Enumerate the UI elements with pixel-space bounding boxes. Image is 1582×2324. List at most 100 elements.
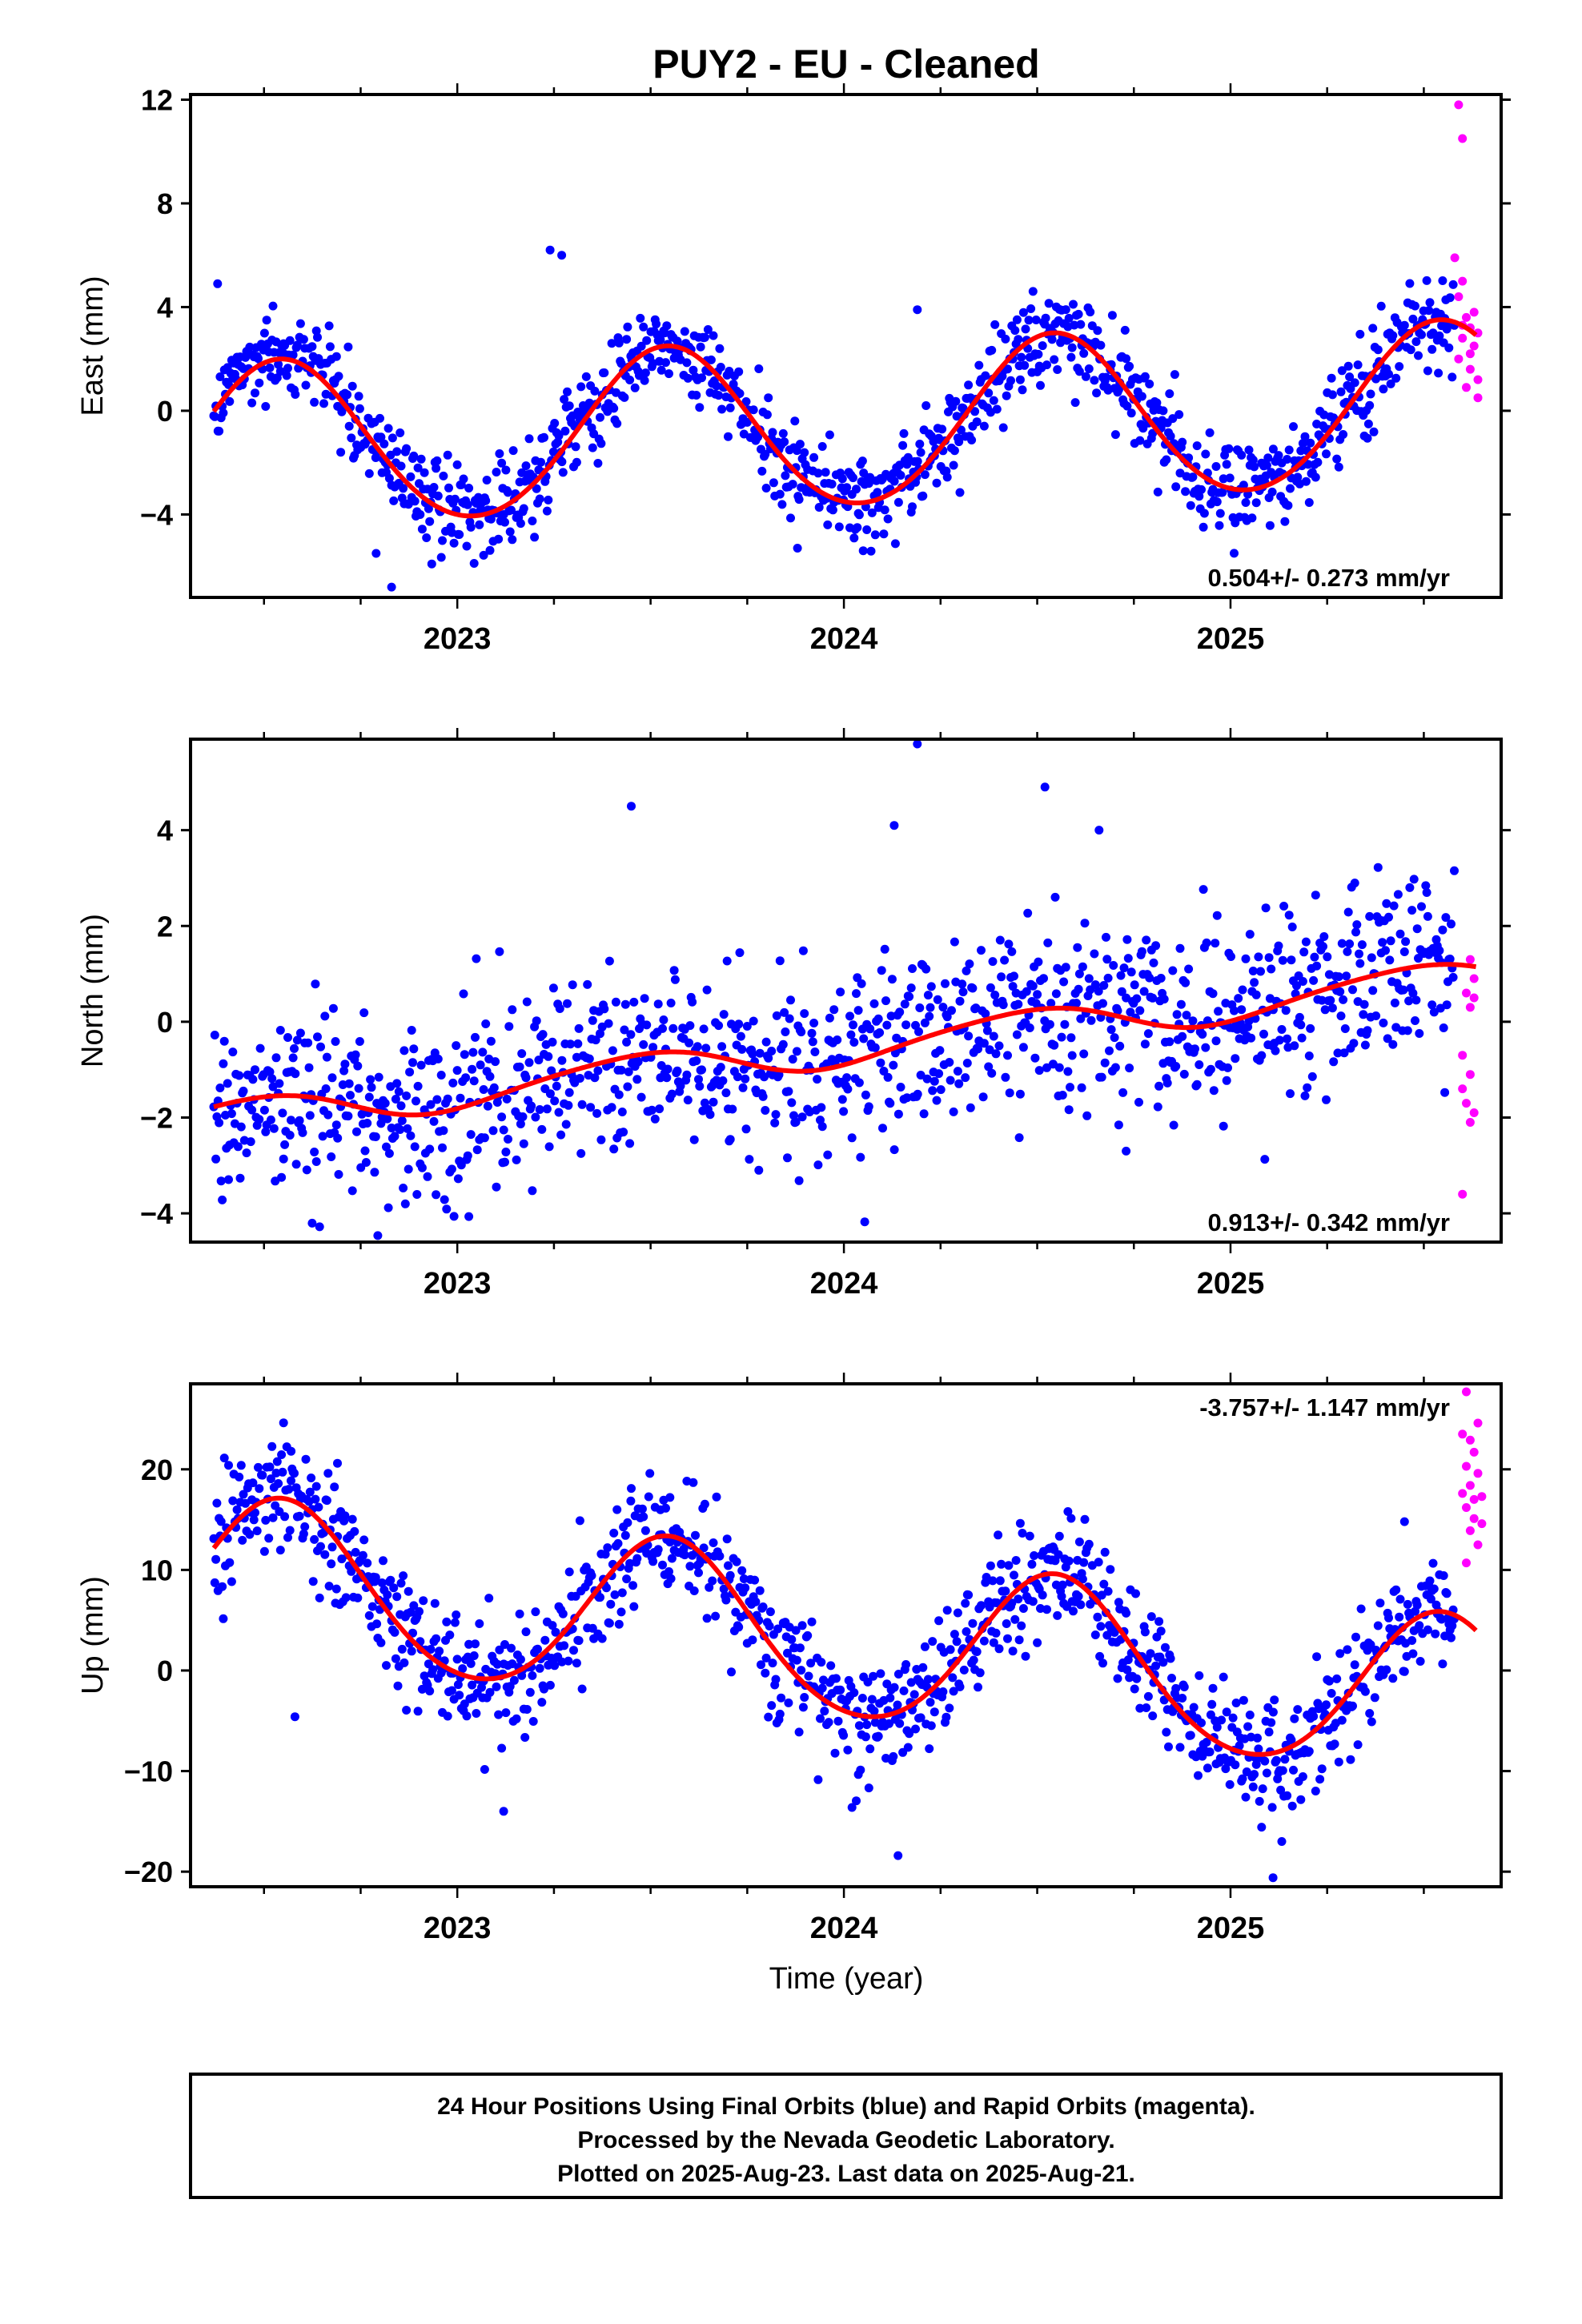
north-final-point [741,1074,750,1084]
east-final-point [466,522,476,532]
north-rapid-point [1465,1070,1475,1080]
north-final-point [1297,1033,1307,1043]
north-final-point [1154,1081,1164,1091]
up-final-point [323,1469,333,1478]
north-final-point [1429,1007,1439,1017]
up-final-point [1113,1674,1122,1683]
north-final-point [964,1031,974,1041]
up-final-point [1057,1591,1066,1601]
north-final-point [945,1058,954,1067]
up-final-point [969,1655,978,1665]
east-final-point [837,474,847,484]
north-final-point [277,1172,287,1182]
up-rapid-point [1462,1558,1471,1568]
north-final-point [479,1085,488,1094]
north-final-point [394,1087,404,1096]
up-final-point [689,1586,699,1595]
up-final-point [516,1655,525,1664]
up-final-point [750,1575,760,1585]
up-final-point [861,1732,870,1742]
north-final-point [1303,1083,1312,1092]
up-final-point [632,1554,642,1563]
east-final-point [1036,380,1045,390]
up-final-point [708,1576,717,1586]
north-final-point [847,1133,857,1143]
east-ytick-label: 4 [157,291,173,324]
east-final-point [640,368,650,378]
east-final-point [1369,427,1379,436]
east-ytick-label: 8 [157,187,173,220]
up-final-point [640,1526,650,1535]
north-final-point [761,1106,770,1115]
north-final-point [1061,963,1070,972]
up-final-point [1429,1584,1439,1594]
east-final-point [501,465,511,475]
east-final-point [786,513,795,523]
up-final-point [895,1719,905,1728]
north-final-point [1448,972,1458,982]
north-final-point [370,1168,379,1177]
up-final-point [1267,1803,1277,1812]
east-final-point [827,480,837,489]
up-final-point [916,1713,926,1723]
east-final-point [1125,361,1134,371]
north-final-point [1149,958,1158,967]
up-final-point [275,1546,285,1555]
north-final-point [670,975,680,984]
up-final-point [1225,1779,1235,1789]
up-final-point [1030,1551,1039,1560]
north-final-point [531,1112,540,1122]
east-final-point [1114,385,1123,395]
north-final-point [374,1072,383,1082]
up-final-point [1002,1619,1011,1628]
north-final-point [1441,913,1451,923]
north-final-point [1278,955,1287,965]
east-final-point [614,338,624,348]
up-final-point [948,1673,958,1683]
x-axis-label: Time (year) [769,1962,924,1996]
up-final-point [862,1720,872,1730]
east-final-point [1199,522,1208,532]
north-final-point [1039,974,1048,983]
up-final-point [574,1636,584,1646]
up-final-point [1100,1547,1110,1557]
east-final-point [593,459,603,468]
north-final-point [1359,999,1369,1009]
east-final-point [557,251,567,260]
up-final-point [1254,1744,1263,1754]
up-final-point [379,1556,387,1566]
east-final-point [974,360,984,370]
north-final-point [986,983,995,992]
east-final-point [709,331,718,340]
north-final-point [439,1126,448,1136]
up-final-point [653,1545,663,1554]
east-final-point [1170,370,1179,380]
north-final-point [481,1019,491,1028]
north-final-point [906,983,916,993]
east-final-point [695,403,705,412]
north-final-point [291,1069,300,1079]
north-final-point [861,1090,870,1100]
north-final-point [1351,927,1360,937]
north-final-point [544,1142,554,1152]
north-final-point [1295,1012,1304,1022]
north-final-point [616,1065,626,1075]
north-final-point [797,1112,807,1122]
up-final-point [600,1550,610,1559]
north-final-point [425,1144,435,1154]
north-final-point [882,1020,892,1030]
up-final-point [1391,1585,1401,1594]
up-final-point [942,1712,951,1722]
east-final-point [1386,379,1395,388]
east-final-point [852,485,861,494]
up-final-point [264,1534,274,1543]
east-final-point [854,510,864,520]
east-final-point [662,321,672,331]
north-final-point [810,1047,820,1056]
north-final-point [1079,1049,1089,1059]
east-final-point [981,371,990,380]
north-final-point [1300,1091,1310,1100]
east-rapid-point [1473,375,1483,384]
up-final-point [295,1511,304,1521]
north-final-point [1319,942,1327,951]
